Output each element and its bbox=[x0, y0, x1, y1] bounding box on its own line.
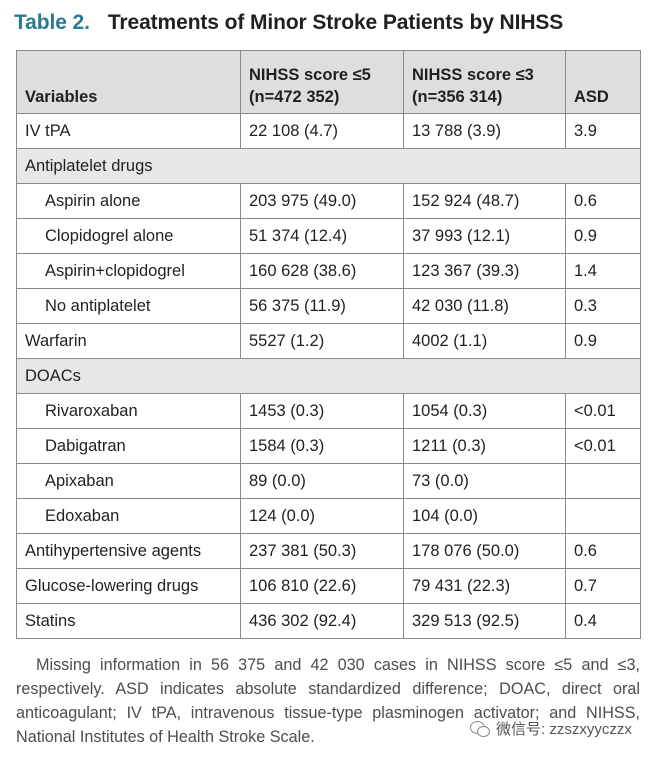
table-row: Clopidogrel alone 51 374 (12.4) 37 993 (12… bbox=[16, 218, 641, 254]
header-row: Variables NIHSS score ≤5 (n=472 352) NIHSS … bbox=[16, 50, 641, 114]
value-cell: 0.9 bbox=[565, 323, 641, 359]
value-cell: 56 375 (11.9) bbox=[240, 288, 404, 324]
table-row: Antihypertensive agents 237 381 (50.3) 178… bbox=[16, 533, 641, 569]
table-row: Aspirin alone 203 975 (49.0) 152 924 (48.7… bbox=[16, 183, 641, 219]
table-row: IV tPA 22 108 (4.7) 13 788 (3.9) 3.9 bbox=[16, 113, 641, 149]
variable-cell: Glucose-lowering drugs bbox=[16, 568, 241, 604]
table-row: Statins 436 302 (92.4) 329 513 (92.5) 0.4 bbox=[16, 603, 641, 639]
value-cell: 0.6 bbox=[565, 533, 641, 569]
section-row: DOACs bbox=[16, 358, 641, 394]
value-cell: 4002 (1.1) bbox=[403, 323, 566, 359]
variable-cell: Clopidogrel alone bbox=[16, 218, 241, 254]
table-caption: Treatments of Minor Stroke Patients by N… bbox=[107, 11, 564, 34]
value-cell: 37 993 (12.1) bbox=[403, 218, 566, 254]
value-cell: 73 (0.0) bbox=[403, 463, 566, 499]
column-header: NIHSS score ≤5 (n=472 352) bbox=[240, 50, 404, 114]
value-cell: 0.4 bbox=[565, 603, 641, 639]
table-row: Warfarin 5527 (1.2) 4002 (1.1) 0.9 bbox=[16, 323, 641, 359]
section-empty-cell bbox=[565, 358, 641, 394]
table-footnote: Missing information in 56 375 and 42 030… bbox=[16, 653, 640, 749]
value-cell: 42 030 (11.8) bbox=[403, 288, 566, 324]
section-label: Antiplatelet drugs bbox=[16, 148, 241, 184]
table-body: IV tPA 22 108 (4.7) 13 788 (3.9) 3.9 Antipla… bbox=[16, 113, 641, 639]
section-empty-cell bbox=[240, 358, 404, 394]
value-cell: 13 788 (3.9) bbox=[403, 113, 566, 149]
section-empty-cell bbox=[403, 358, 566, 394]
value-cell: 237 381 (50.3) bbox=[240, 533, 404, 569]
value-cell: 0.7 bbox=[565, 568, 641, 604]
value-cell: 160 628 (38.6) bbox=[240, 253, 404, 289]
value-cell: 0.9 bbox=[565, 218, 641, 254]
column-header: ASD bbox=[565, 50, 641, 114]
value-cell: 51 374 (12.4) bbox=[240, 218, 404, 254]
value-cell: 1211 (0.3) bbox=[403, 428, 566, 464]
variable-cell: Apixaban bbox=[16, 463, 241, 499]
variable-cell: Warfarin bbox=[16, 323, 241, 359]
column-header: NIHSS score ≤3 (n=356 314) bbox=[403, 50, 566, 114]
wechat-icon bbox=[470, 720, 490, 738]
treatments-table: Variables NIHSS score ≤5 (n=472 352) NIHSS … bbox=[16, 50, 641, 639]
table-title: Table 2. Treatments of Minor Stroke Patie… bbox=[14, 11, 563, 35]
variable-cell: IV tPA bbox=[16, 113, 241, 149]
section-empty-cell bbox=[403, 148, 566, 184]
table-row: Glucose-lowering drugs 106 810 (22.6) 79 4… bbox=[16, 568, 641, 604]
table-row: Aspirin+clopidogrel 160 628 (38.6) 123 367… bbox=[16, 253, 641, 289]
variable-cell: Antihypertensive agents bbox=[16, 533, 241, 569]
value-cell: 0.6 bbox=[565, 183, 641, 219]
table-row: Edoxaban 124 (0.0) 104 (0.0) bbox=[16, 498, 641, 534]
table-row: Rivaroxaban 1453 (0.3) 1054 (0.3) <0.01 bbox=[16, 393, 641, 429]
value-cell bbox=[565, 463, 641, 499]
value-cell: 1453 (0.3) bbox=[240, 393, 404, 429]
table-row: No antiplatelet 56 375 (11.9) 42 030 (11.8… bbox=[16, 288, 641, 324]
value-cell: 203 975 (49.0) bbox=[240, 183, 404, 219]
value-cell: 0.3 bbox=[565, 288, 641, 324]
variable-cell: Aspirin+clopidogrel bbox=[16, 253, 241, 289]
value-cell: 1.4 bbox=[565, 253, 641, 289]
variable-cell: Statins bbox=[16, 603, 241, 639]
watermark-text: 微信号: zzszxyyczzx bbox=[496, 721, 632, 738]
value-cell: 79 431 (22.3) bbox=[403, 568, 566, 604]
section-empty-cell bbox=[565, 148, 641, 184]
variable-cell: Dabigatran bbox=[16, 428, 241, 464]
value-cell bbox=[565, 498, 641, 534]
table-label: Table 2. bbox=[14, 11, 90, 34]
value-cell: 124 (0.0) bbox=[240, 498, 404, 534]
value-cell: 436 302 (92.4) bbox=[240, 603, 404, 639]
footnote-text: Missing information in 56 375 and 42 030… bbox=[16, 656, 640, 746]
value-cell: 123 367 (39.3) bbox=[403, 253, 566, 289]
section-row: Antiplatelet drugs bbox=[16, 148, 641, 184]
value-cell: 5527 (1.2) bbox=[240, 323, 404, 359]
value-cell: <0.01 bbox=[565, 428, 641, 464]
table-row: Apixaban 89 (0.0) 73 (0.0) bbox=[16, 463, 641, 499]
value-cell: 1584 (0.3) bbox=[240, 428, 404, 464]
value-cell: 329 513 (92.5) bbox=[403, 603, 566, 639]
value-cell: 106 810 (22.6) bbox=[240, 568, 404, 604]
value-cell: 104 (0.0) bbox=[403, 498, 566, 534]
value-cell: 89 (0.0) bbox=[240, 463, 404, 499]
variable-cell: Aspirin alone bbox=[16, 183, 241, 219]
watermark: 微信号: zzszxyyczzx bbox=[470, 718, 632, 739]
variable-cell: Rivaroxaban bbox=[16, 393, 241, 429]
value-cell: 3.9 bbox=[565, 113, 641, 149]
table-row: Dabigatran 1584 (0.3) 1211 (0.3) <0.01 bbox=[16, 428, 641, 464]
section-label: DOACs bbox=[16, 358, 241, 394]
value-cell: 178 076 (50.0) bbox=[403, 533, 566, 569]
table-header: Variables NIHSS score ≤5 (n=472 352) NIHSS … bbox=[16, 50, 641, 114]
value-cell: 22 108 (4.7) bbox=[240, 113, 404, 149]
variable-cell: Edoxaban bbox=[16, 498, 241, 534]
value-cell: 1054 (0.3) bbox=[403, 393, 566, 429]
section-empty-cell bbox=[240, 148, 404, 184]
value-cell: 152 924 (48.7) bbox=[403, 183, 566, 219]
value-cell: <0.01 bbox=[565, 393, 641, 429]
column-header: Variables bbox=[16, 50, 241, 114]
variable-cell: No antiplatelet bbox=[16, 288, 241, 324]
